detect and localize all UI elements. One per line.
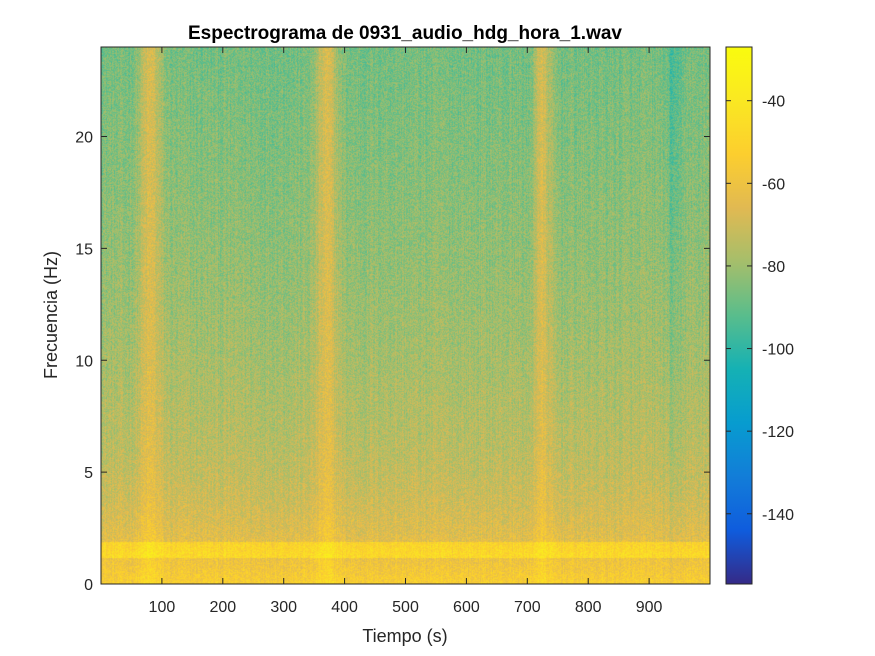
x-tick-label: 900 (636, 599, 663, 616)
x-axis-label: Tiempo (s) (362, 626, 447, 646)
y-axis-ticks: 0 5 10 15 20 (75, 130, 710, 594)
x-tick-label: 200 (209, 599, 236, 616)
spectrogram-heatmap (101, 47, 710, 584)
colorbar-tick-label: -100 (762, 342, 794, 359)
colorbar (725, 46, 753, 585)
x-tick-label: 500 (392, 599, 419, 616)
x-tick-label: 100 (149, 599, 176, 616)
colorbar-tick-label: -80 (762, 259, 785, 276)
y-tick-label: 10 (75, 353, 93, 370)
colorbar-tick-label: -120 (762, 424, 794, 441)
x-tick-label: 400 (331, 599, 358, 616)
y-tick-label: 5 (84, 465, 93, 482)
x-tick-label: 600 (453, 599, 480, 616)
x-tick-label: 800 (575, 599, 602, 616)
y-tick-label: 0 (84, 577, 93, 594)
colorbar-ticks: -140 -120 -100 -80 -60 -40 (726, 94, 794, 524)
colorbar-tick-label: -140 (762, 507, 794, 524)
x-tick-label: 700 (514, 599, 541, 616)
y-tick-label: 15 (75, 241, 93, 258)
colorbar-tick-label: -40 (762, 94, 785, 111)
y-axis-label: Frecuencia (Hz) (41, 251, 61, 379)
y-tick-label: 20 (75, 130, 93, 147)
colorbar-tick-label: -60 (762, 176, 785, 193)
chart-title: Espectrograma de 0931_audio_hdg_hora_1.w… (188, 23, 622, 44)
x-tick-label: 300 (270, 599, 297, 616)
x-axis-ticks: 100 200 300 400 500 600 700 800 900 (149, 47, 663, 616)
